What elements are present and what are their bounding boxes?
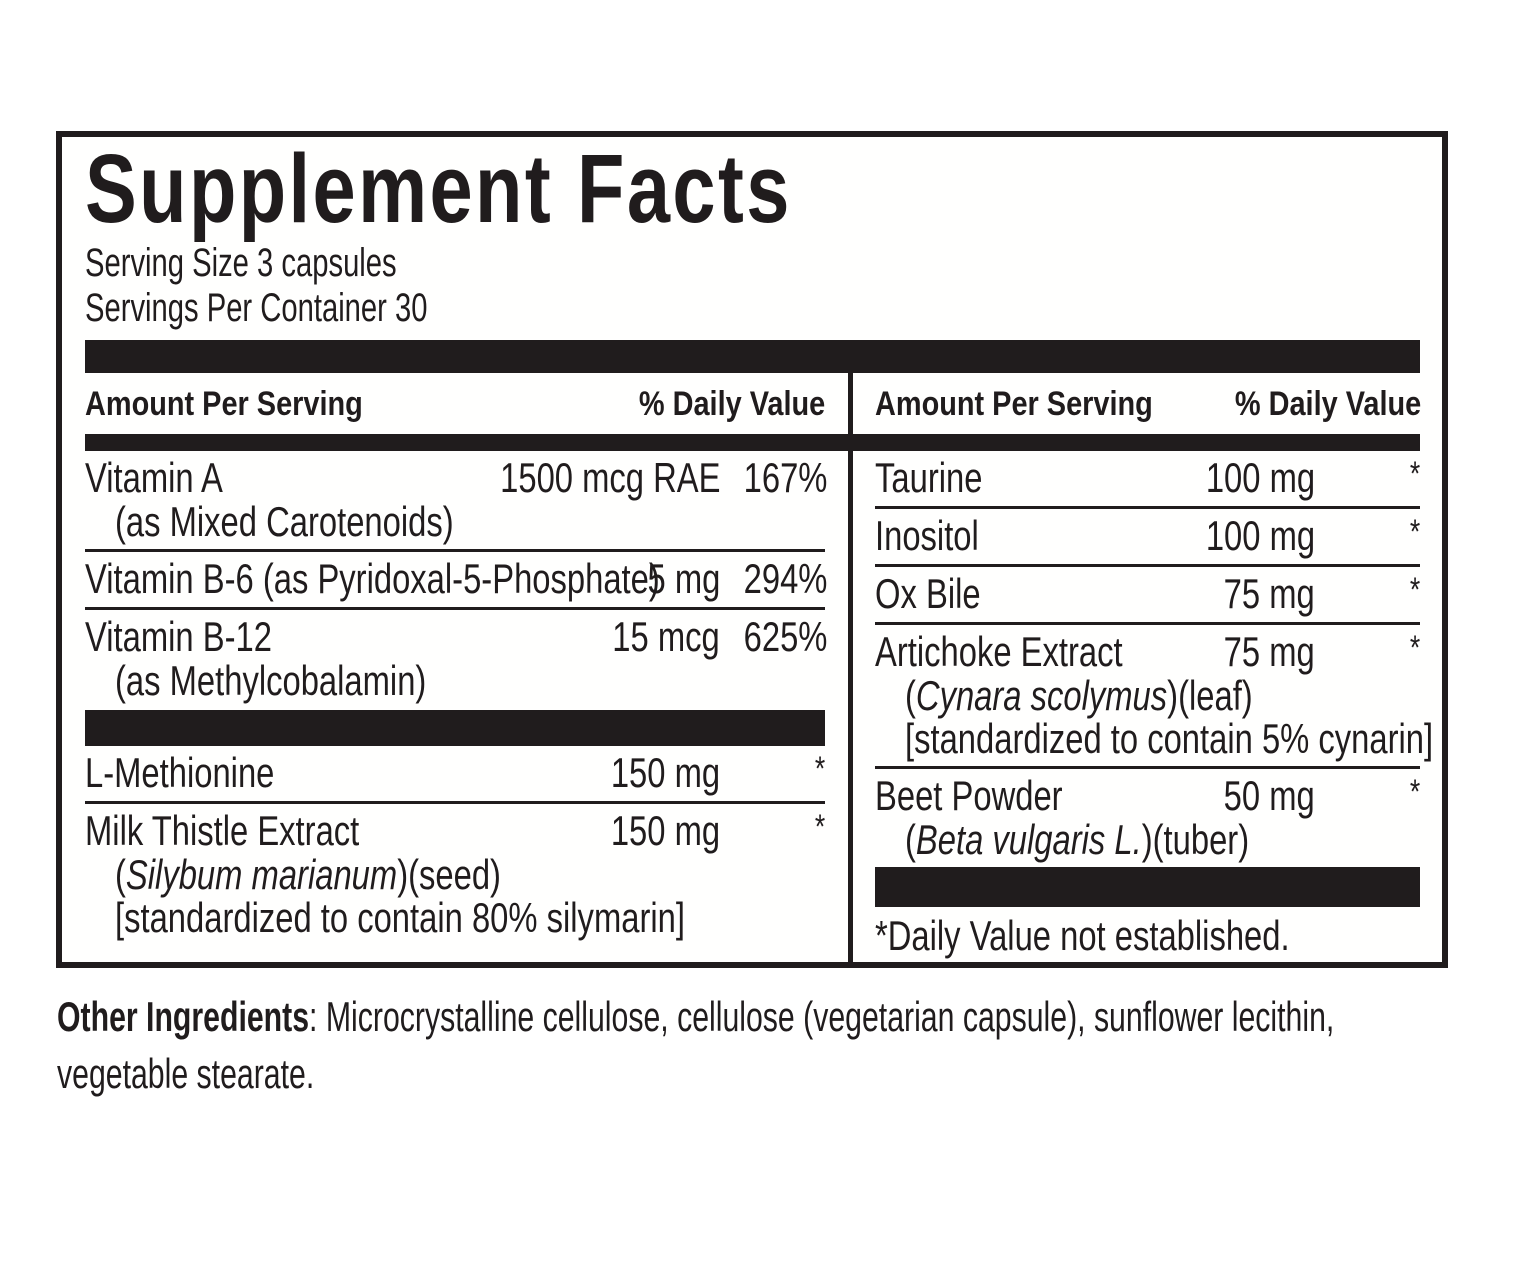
row-daily-value: * [814, 808, 825, 846]
servings-per-container-line: Servings Per Container 30 [85, 286, 428, 330]
heavy-rule-mid-left [85, 710, 825, 746]
row-amount: 5 mg [647, 555, 720, 602]
header-daily-value-label: % Daily Value [1234, 385, 1422, 423]
table-row-ox-bile: Ox Bile 75 mg * [875, 567, 1420, 616]
other-ingredients-label: Other Ingredients [57, 993, 310, 1040]
column-header: Amount Per Serving % Daily Value [875, 373, 1422, 434]
table-row-inositol: Inositol 100 mg * [875, 509, 1420, 558]
row-name: Inositol [875, 512, 979, 559]
row-amount: 75 mg [1223, 628, 1315, 675]
header-daily-value-label: % Daily Value [638, 385, 825, 423]
header-amount-label: Amount Per Serving [85, 385, 363, 423]
row-daily-value: * [814, 750, 825, 788]
heavy-rule-top [85, 340, 1420, 373]
row-subline: [standardized to contain 80% silymarin] [115, 894, 685, 941]
row-name: Ox Bile [875, 570, 981, 617]
row-amount: 100 mg [1205, 512, 1315, 559]
table-row-l-methionine: L-Methionine 150 mg * [85, 746, 825, 795]
facts-column-left: Amount Per Serving % Daily Value Vitamin… [85, 373, 848, 962]
heavy-rule-mid-right [875, 867, 1420, 907]
row-daily-value: * [1409, 571, 1420, 609]
row-separator [85, 549, 825, 552]
row-daily-value: * [1409, 773, 1420, 811]
row-separator [875, 506, 1420, 509]
row-amount: 15 mcg [612, 613, 720, 660]
row-name: Vitamin B-12 [85, 613, 272, 660]
table-row-artichoke: Artichoke Extract 75 mg * [875, 625, 1420, 674]
row-name: Vitamin A [85, 454, 223, 501]
row-name: L-Methionine [85, 749, 275, 796]
table-row-beet-powder: Beet Powder 50 mg * [875, 769, 1420, 818]
row-daily-value: * [1409, 513, 1420, 551]
header-rule [853, 434, 1420, 451]
row-amount: 100 mg [1205, 454, 1315, 501]
daily-value-footnote: *Daily Value not established. [875, 912, 1290, 959]
row-amount: 1500 mcg RAE [499, 454, 720, 501]
row-daily-value: 625% [743, 613, 828, 660]
row-name: Vitamin B-6 (as Pyridoxal-5-Phosphate) [85, 555, 660, 602]
panel-title: Supplement Facts [85, 134, 792, 243]
row-subline: (as Mixed Carotenoids) [115, 498, 454, 545]
header-rule [85, 434, 848, 451]
facts-columns: Amount Per Serving % Daily Value Vitamin… [85, 373, 1434, 962]
row-daily-value: * [1409, 629, 1420, 667]
row-name: Milk Thistle Extract [85, 807, 360, 854]
row-separator [875, 564, 1420, 567]
table-row-taurine: Taurine 100 mg * [875, 451, 1420, 500]
row-separator [85, 607, 825, 610]
row-name: Artichoke Extract [875, 628, 1123, 675]
column-header: Amount Per Serving % Daily Value [85, 373, 825, 434]
row-amount: 150 mg [610, 749, 720, 796]
row-subline-latin: (Silybum marianum)(seed) [115, 851, 501, 898]
row-amount: 75 mg [1223, 570, 1315, 617]
row-separator [85, 801, 825, 804]
row-separator [875, 766, 1420, 769]
row-separator [875, 622, 1420, 625]
row-daily-value: 294% [743, 555, 828, 602]
facts-column-right: Amount Per Serving % Daily Value Taurine… [853, 373, 1434, 962]
row-subline: [standardized to contain 5% cynarin] [905, 715, 1434, 762]
row-name: Taurine [875, 454, 983, 501]
supplement-facts-panel: Supplement Facts Serving Size 3 capsules… [56, 131, 1448, 968]
other-ingredients-text: : Microcrystalline cellulose, cellulose … [57, 993, 1335, 1097]
table-row-milk-thistle: Milk Thistle Extract 150 mg * [85, 804, 825, 853]
row-subline: (as Methylcobalamin) [115, 657, 427, 704]
serving-size-line: Serving Size 3 capsules [85, 241, 397, 285]
row-amount: 150 mg [610, 807, 720, 854]
table-row-vitamin-a: Vitamin A 1500 mcg RAE 167% [85, 451, 828, 501]
header-amount-label: Amount Per Serving [875, 385, 1153, 423]
other-ingredients: Other Ingredients: Microcrystalline cell… [57, 988, 1528, 1102]
row-daily-value: * [1409, 455, 1420, 493]
table-row-vitamin-b6: Vitamin B-6 (as Pyridoxal-5-Phosphate) 5… [85, 552, 828, 602]
row-amount: 50 mg [1223, 772, 1315, 819]
row-daily-value: 167% [743, 454, 828, 501]
row-name: Beet Powder [875, 772, 1063, 819]
column-divider [848, 373, 853, 962]
table-row-vitamin-b12: Vitamin B-12 15 mcg 625% [85, 610, 828, 660]
row-subline-latin: (Cynara scolymus)(leaf) [905, 672, 1253, 719]
row-subline-latin: (Beta vulgaris L.)(tuber) [905, 816, 1250, 863]
